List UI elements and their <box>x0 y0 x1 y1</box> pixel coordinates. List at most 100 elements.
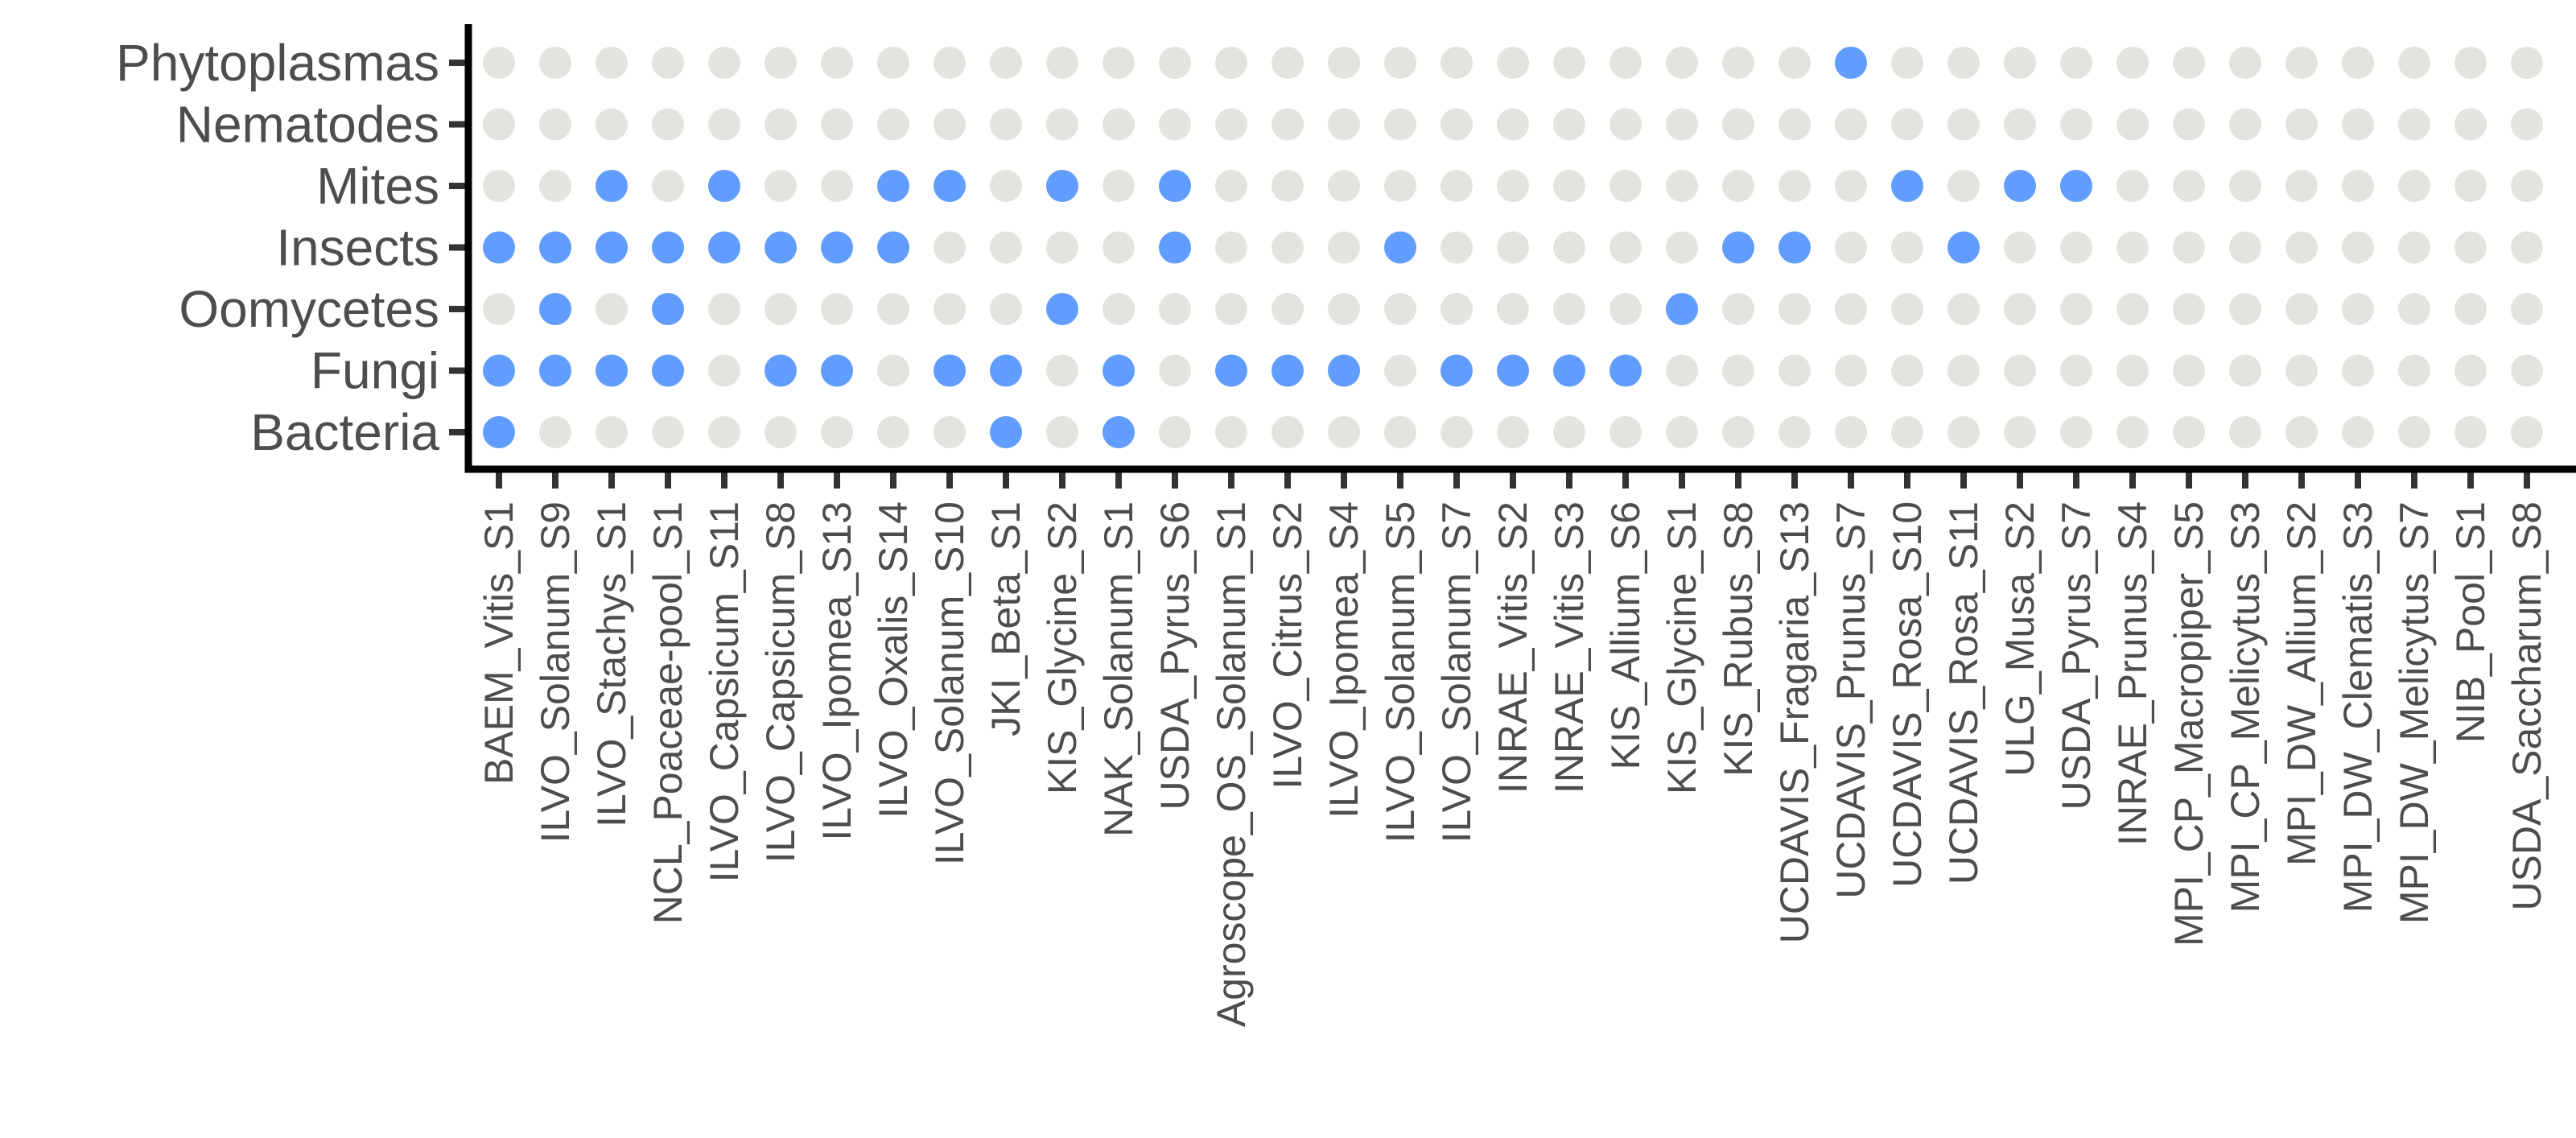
dot-insects-usda-pyrus-s7-absent <box>2060 232 2092 264</box>
dot-oomycetes-ilvo-solanum-s9-present <box>539 293 571 325</box>
dot-mites-ilvo-oxalis-s14-present <box>877 170 909 202</box>
dot-oomycetes-ilvo-capsicum-s11-absent <box>708 293 740 325</box>
dot-bacteria-inrae-vitis-s2-absent <box>1497 416 1529 448</box>
dot-insects-ucdavis-rosa-s11-present <box>1947 232 1980 264</box>
dot-oomycetes-ilvo-ipomea-s4-absent <box>1328 293 1360 325</box>
dot-insects-ilvo-ipomea-s4-absent <box>1328 232 1360 264</box>
x-tick-label-ucdavis-rosa-s10: UCDAVIS_Rosa_S10 <box>1885 501 1930 888</box>
dot-insects-mpi-dw-melicytus-s7-absent <box>2398 232 2430 264</box>
dot-nematodes-ilvo-citrus-s2-absent <box>1272 109 1304 141</box>
dot-oomycetes-baem-vitis-s1-absent <box>483 293 515 325</box>
dot-bacteria-kis-rubus-s8-absent <box>1722 416 1754 448</box>
dot-mites-ilvo-ipomea-s4-absent <box>1328 170 1360 202</box>
dot-bacteria-ilvo-ipomea-s13-absent <box>821 416 853 448</box>
dot-nematodes-usda-pyrus-s7-absent <box>2060 109 2092 141</box>
dot-phytoplasmas-usda-saccharum-s8-absent <box>2511 47 2543 79</box>
x-tick-label-kis-glycine-s2: KIS_Glycine_S2 <box>1040 501 1085 794</box>
dot-nematodes-ucdavis-prunus-s7-absent <box>1835 109 1867 141</box>
x-tick-label-jki-beta-s1: JKI_Beta_S1 <box>983 501 1028 736</box>
dot-nematodes-ilvo-ipomea-s4-absent <box>1328 109 1360 141</box>
dot-phytoplasmas-inrae-vitis-s3-absent <box>1553 47 1585 79</box>
dot-bacteria-ilvo-citrus-s2-absent <box>1272 416 1304 448</box>
x-tick-label-usda-pyrus-s7: USDA_Pyrus_S7 <box>2054 501 2099 810</box>
dot-fungi-usda-pyrus-s6-absent <box>1159 355 1191 387</box>
dot-oomycetes-kis-allium-s6-absent <box>1609 293 1642 325</box>
dot-insects-ncl-poaceae-pool-s1-present <box>652 232 684 264</box>
dot-mites-kis-allium-s6-absent <box>1609 170 1642 202</box>
x-tick-label-baem-vitis-s1: BAEM_Vitis_S1 <box>476 501 521 785</box>
x-tick-label-ilvo-stachys-s1: ILVO_Stachys_S1 <box>589 501 634 827</box>
dot-nematodes-usda-saccharum-s8-absent <box>2511 109 2543 141</box>
dot-insects-ilvo-solanum-s5-present <box>1384 232 1416 264</box>
dot-phytoplasmas-ucdavis-fragaria-s13-absent <box>1778 47 1811 79</box>
dot-insects-usda-saccharum-s8-absent <box>2511 232 2543 264</box>
dot-mites-baem-vitis-s1-absent <box>483 170 515 202</box>
x-tick-label-kis-rubus-s8: KIS_Rubus_S8 <box>1716 501 1761 777</box>
dot-phytoplasmas-kis-glycine-s1-absent <box>1666 47 1698 79</box>
dot-phytoplasmas-baem-vitis-s1-absent <box>483 47 515 79</box>
dot-fungi-agroscope-os-solanum-s1-present <box>1215 355 1247 387</box>
dot-phytoplasmas-ncl-poaceae-pool-s1-absent <box>652 47 684 79</box>
dot-oomycetes-ucdavis-rosa-s11-absent <box>1947 293 1980 325</box>
dot-mites-ucdavis-prunus-s7-absent <box>1835 170 1867 202</box>
dot-nematodes-ilvo-oxalis-s14-absent <box>877 109 909 141</box>
x-tick-label-ilvo-capsicum-s11: ILVO_Capsicum_S11 <box>702 501 747 882</box>
dot-mites-usda-pyrus-s6-present <box>1159 170 1191 202</box>
dot-mites-mpi-dw-allium-s2-absent <box>2285 170 2318 202</box>
dot-bacteria-ncl-poaceae-pool-s1-absent <box>652 416 684 448</box>
dot-insects-ilvo-solanum-s10-absent <box>934 232 966 264</box>
dot-nematodes-nib-pool-s1-absent <box>2454 109 2487 141</box>
dot-bacteria-ilvo-ipomea-s4-absent <box>1328 416 1360 448</box>
dot-nematodes-nak-solanum-s1-absent <box>1103 109 1135 141</box>
dot-bacteria-ulg-musa-s2-absent <box>2004 416 2036 448</box>
dot-mites-ilvo-solanum-s7-absent <box>1440 170 1473 202</box>
dot-nematodes-ilvo-solanum-s7-absent <box>1440 109 1473 141</box>
dot-oomycetes-ulg-musa-s2-absent <box>2004 293 2036 325</box>
dot-oomycetes-ilvo-solanum-s5-absent <box>1384 293 1416 325</box>
x-tick-label-mpi-dw-allium-s2: MPI_DW_Allium_S2 <box>2279 501 2324 866</box>
dot-bacteria-ucdavis-fragaria-s13-absent <box>1778 416 1811 448</box>
dot-bacteria-inrae-prunus-s4-absent <box>2116 416 2149 448</box>
y-tick-label-bacteria: Bacteria <box>250 403 439 461</box>
x-axis-ticks: BAEM_Vitis_S1 ILVO_Solanum_S9 ILVO_Stachys… <box>476 469 2549 1027</box>
dot-oomycetes-mpi-dw-clematis-s3-absent <box>2342 293 2374 325</box>
dot-oomycetes-ilvo-solanum-s10-absent <box>934 293 966 325</box>
dot-oomycetes-kis-glycine-s2-present <box>1046 293 1078 325</box>
dot-bacteria-agroscope-os-solanum-s1-absent <box>1215 416 1247 448</box>
x-tick-label-mpi-cp-macropiper-s5: MPI_CP_Macropiper_S5 <box>2166 501 2211 946</box>
dot-mites-ilvo-solanum-s5-absent <box>1384 170 1416 202</box>
dot-mites-inrae-vitis-s3-absent <box>1553 170 1585 202</box>
dot-oomycetes-ucdavis-rosa-s10-absent <box>1891 293 1923 325</box>
dot-phytoplasmas-ucdavis-rosa-s10-absent <box>1891 47 1923 79</box>
dot-nematodes-kis-rubus-s8-absent <box>1722 109 1754 141</box>
dot-fungi-ilvo-solanum-s10-present <box>934 355 966 387</box>
dot-mites-ncl-poaceae-pool-s1-absent <box>652 170 684 202</box>
dot-phytoplasmas-ilvo-ipomea-s13-absent <box>821 47 853 79</box>
dot-nematodes-agroscope-os-solanum-s1-absent <box>1215 109 1247 141</box>
dot-mites-kis-glycine-s1-absent <box>1666 170 1698 202</box>
dot-fungi-ilvo-solanum-s9-present <box>539 355 571 387</box>
dot-mites-jki-beta-s1-absent <box>990 170 1022 202</box>
dot-phytoplasmas-mpi-dw-allium-s2-absent <box>2285 47 2318 79</box>
dot-insects-inrae-vitis-s2-absent <box>1497 232 1529 264</box>
dot-nematodes-ilvo-ipomea-s13-absent <box>821 109 853 141</box>
dot-fungi-mpi-dw-melicytus-s7-absent <box>2398 355 2430 387</box>
dot-mites-ucdavis-rosa-s11-absent <box>1947 170 1980 202</box>
x-tick-label-ilvo-ipomea-s13: ILVO_Ipomea_S13 <box>814 501 859 841</box>
dot-insects-ilvo-solanum-s9-present <box>539 232 571 264</box>
dot-mites-mpi-cp-melicytus-s3-absent <box>2229 170 2261 202</box>
dot-oomycetes-ilvo-solanum-s7-absent <box>1440 293 1473 325</box>
x-tick-label-ucdavis-fragaria-s13: UCDAVIS_Fragaria_S13 <box>1772 501 1817 943</box>
dot-insects-kis-glycine-s2-absent <box>1046 232 1078 264</box>
x-tick-label-inrae-vitis-s2: INRAE_Vitis_S2 <box>1490 501 1535 794</box>
dot-mites-ilvo-solanum-s10-present <box>934 170 966 202</box>
dot-bacteria-ilvo-solanum-s10-absent <box>934 416 966 448</box>
dot-nematodes-kis-glycine-s1-absent <box>1666 109 1698 141</box>
dot-insects-mpi-cp-melicytus-s3-absent <box>2229 232 2261 264</box>
dot-bacteria-mpi-cp-melicytus-s3-absent <box>2229 416 2261 448</box>
dot-oomycetes-kis-rubus-s8-absent <box>1722 293 1754 325</box>
dot-oomycetes-usda-saccharum-s8-absent <box>2511 293 2543 325</box>
dot-mites-ilvo-ipomea-s13-absent <box>821 170 853 202</box>
y-tick-label-insects: Insects <box>276 219 439 277</box>
